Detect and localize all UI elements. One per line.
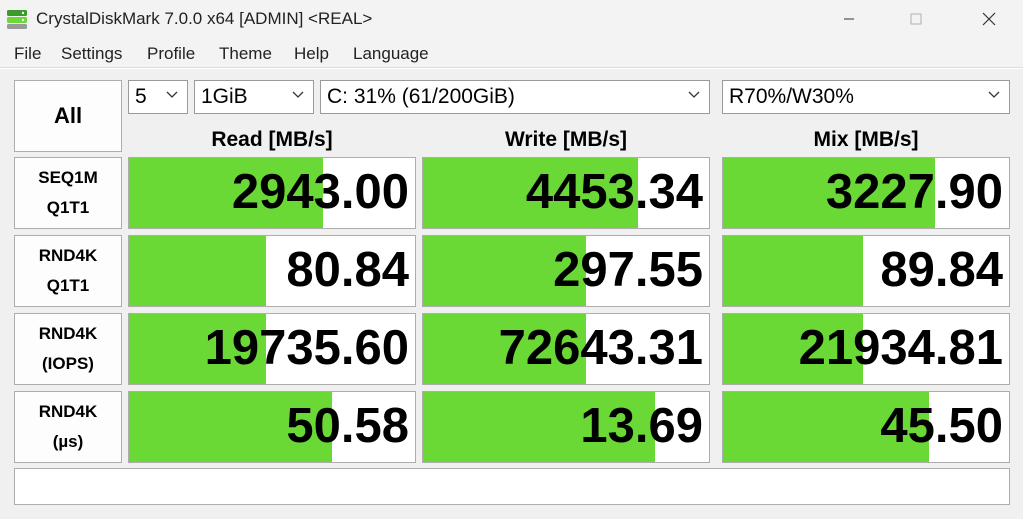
test-size-value: 1GiB <box>201 85 248 108</box>
result-cell: 50.58 <box>128 391 416 463</box>
result-value: 21934.81 <box>798 321 1003 375</box>
seq1m-q1t1-button[interactable]: SEQ1M Q1T1 <box>14 157 122 229</box>
menu-language[interactable]: Language <box>353 44 429 63</box>
result-bar <box>129 392 333 462</box>
chevron-down-icon <box>988 91 1000 98</box>
test-size-select[interactable]: 1GiB <box>194 80 314 114</box>
app-disk-icon <box>7 10 27 29</box>
result-cell: 72643.31 <box>422 313 710 385</box>
result-bar <box>723 236 864 306</box>
menu-settings[interactable]: Settings <box>61 44 123 63</box>
result-bar <box>129 236 267 306</box>
result-bar <box>723 314 864 384</box>
result-value: 4453.34 <box>525 165 703 219</box>
title-bar: CrystalDiskMark 7.0.0 x64 [ADMIN] <REAL> <box>0 0 1023 38</box>
test-count-select[interactable]: 5 <box>128 80 188 114</box>
result-cell: 13.69 <box>422 391 710 463</box>
write-column-header: Write [MB/s] <box>504 128 628 151</box>
result-cell: 80.84 <box>128 235 416 307</box>
result-cell: 3227.90 <box>722 157 1010 229</box>
chevron-down-icon <box>166 91 178 98</box>
close-button[interactable] <box>966 0 1012 38</box>
result-bar <box>423 158 638 228</box>
comment-input[interactable] <box>14 468 1010 505</box>
result-value: 89.84 <box>880 243 1003 297</box>
result-value: 80.84 <box>286 243 409 297</box>
maximize-button[interactable] <box>893 0 939 38</box>
result-value: 50.58 <box>286 399 409 453</box>
result-cell: 2943.00 <box>128 157 416 229</box>
result-bar <box>723 158 935 228</box>
menu-bar: File Settings Profile Theme Help Languag… <box>0 38 1023 68</box>
test-count-value: 5 <box>135 85 147 108</box>
result-value: 3227.90 <box>825 165 1003 219</box>
result-cell: 4453.34 <box>422 157 710 229</box>
result-bar <box>723 392 929 462</box>
result-bar <box>423 236 587 306</box>
rnd4k-q1t1-button[interactable]: RND4K Q1T1 <box>14 235 122 307</box>
row-label-line1: RND4K <box>38 324 98 343</box>
read-column-header: Read [MB/s] <box>211 128 333 151</box>
result-value: 13.69 <box>580 399 703 453</box>
menu-help[interactable]: Help <box>294 44 329 63</box>
result-bar <box>423 314 587 384</box>
result-value: 45.50 <box>880 399 1003 453</box>
close-icon <box>982 12 996 26</box>
result-bar <box>129 158 324 228</box>
row-label-line2: Q1T1 <box>46 198 90 217</box>
chevron-down-icon <box>292 91 304 98</box>
result-cell: 19735.60 <box>128 313 416 385</box>
window-title: CrystalDiskMark 7.0.0 x64 [ADMIN] <REAL> <box>36 9 373 28</box>
mix-ratio-select[interactable]: R70%/W30% <box>722 80 1010 114</box>
menu-theme[interactable]: Theme <box>219 44 272 63</box>
maximize-icon <box>910 13 922 25</box>
mix-column-header: Mix [MB/s] <box>813 128 919 151</box>
rnd4k-latency-button[interactable]: RND4K (µs) <box>14 391 122 463</box>
result-value: 2943.00 <box>231 165 409 219</box>
drive-select[interactable]: C: 31% (61/200GiB) <box>320 80 710 114</box>
drive-value: C: 31% (61/200GiB) <box>327 85 515 108</box>
result-cell: 45.50 <box>722 391 1010 463</box>
row-label-line2: (µs) <box>52 432 84 451</box>
mix-ratio-value: R70%/W30% <box>729 85 854 108</box>
result-value: 72643.31 <box>498 321 703 375</box>
menu-profile[interactable]: Profile <box>147 44 196 63</box>
result-bar <box>129 314 267 384</box>
menu-file[interactable]: File <box>14 44 42 63</box>
result-bar <box>423 392 655 462</box>
chevron-down-icon <box>688 91 700 98</box>
row-label-line2: Q1T1 <box>46 276 90 295</box>
row-label-line2: (IOPS) <box>42 354 94 373</box>
row-label-line1: RND4K <box>38 402 98 421</box>
result-cell: 89.84 <box>722 235 1010 307</box>
result-value: 19735.60 <box>204 321 409 375</box>
result-cell: 21934.81 <box>722 313 1010 385</box>
run-all-button[interactable]: All <box>14 80 122 152</box>
result-cell: 297.55 <box>422 235 710 307</box>
rnd4k-iops-button[interactable]: RND4K (IOPS) <box>14 313 122 385</box>
minimize-icon <box>844 18 854 20</box>
row-label-line1: RND4K <box>38 246 98 265</box>
row-label-line1: SEQ1M <box>38 168 98 187</box>
result-value: 297.55 <box>553 243 703 297</box>
minimize-button[interactable] <box>826 0 872 38</box>
